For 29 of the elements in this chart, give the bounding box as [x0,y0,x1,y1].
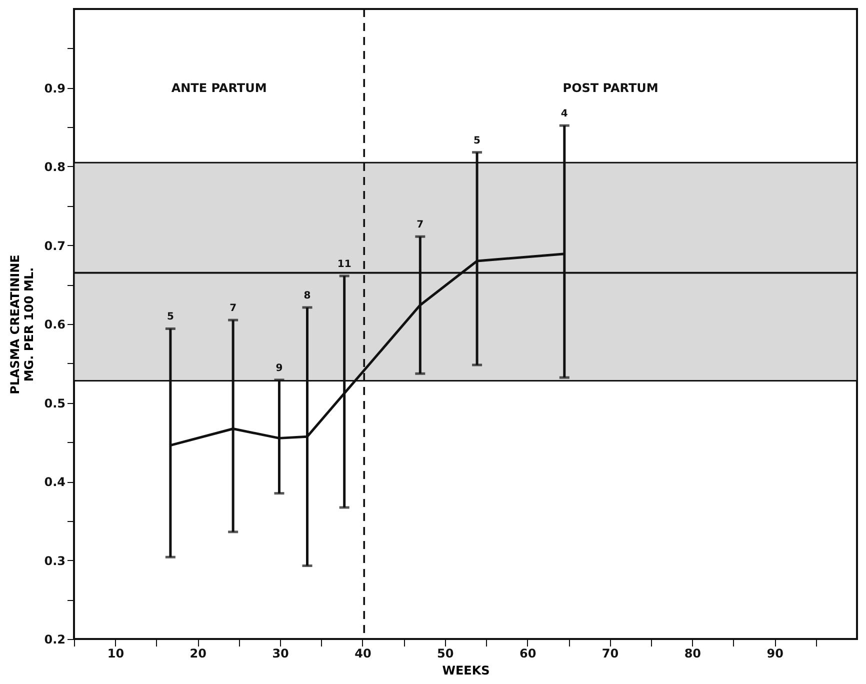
y-tick-label: 0.6 [44,318,66,332]
y-tick-label: 0.5 [44,396,66,410]
annotation: 7 [230,303,237,314]
y-tick-label: 0.3 [44,554,66,568]
annotation: 8 [304,290,311,302]
x-tick-label: 50 [437,646,454,660]
x-tick-label: 80 [684,646,702,660]
annotation: 5 [166,312,174,323]
annotation: 7 [416,220,424,231]
x-axis-title: WEEKS [442,664,490,678]
y-tick-label: 0.7 [44,238,66,253]
annotation: 9 [276,362,283,374]
annotation: 11 [337,258,352,270]
x-tick-label: 30 [272,646,289,660]
y-tick-label: 0.4 [44,475,66,489]
x-tick-label: 70 [602,646,619,660]
annotation: ANTE PARTUM [171,80,267,95]
y-tick-label: 0.8 [44,160,66,174]
annotation: 5 [474,135,481,146]
annotation: 4 [560,108,568,120]
x-tick-label: 20 [190,646,206,660]
x-tick-label: 10 [107,646,124,660]
y-axis-title: PLASMA CREATININE MG. PER 100 ML. [8,254,36,394]
annotation: POST PARTUM [562,80,658,95]
y-tick-label: 0.2 [44,632,66,646]
y-tick-label: 0.9 [44,81,66,96]
x-tick-label: 60 [519,646,536,660]
x-tick-label: 90 [766,646,784,660]
x-tick-label: 40 [354,646,372,660]
